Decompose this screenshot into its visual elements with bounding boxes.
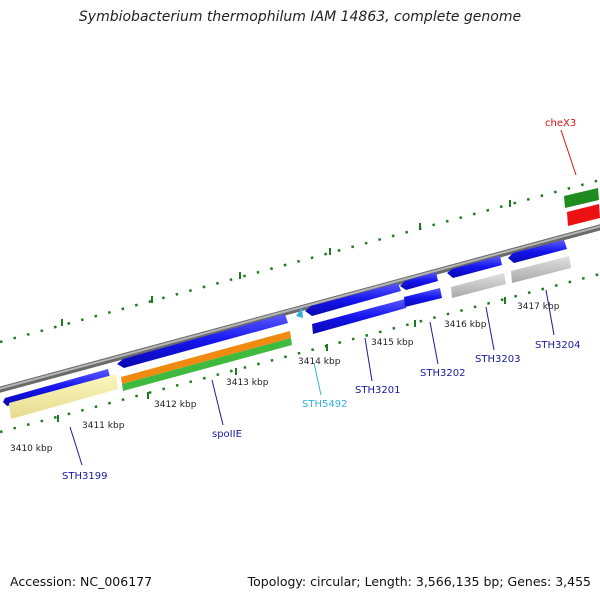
feature-bar-yellow[interactable]: [9, 374, 118, 419]
scale-label-3415: 3415 kbp: [371, 338, 414, 348]
gene-label-chex3[interactable]: cheX3: [545, 118, 576, 129]
genome-backbone: [0, 224, 600, 393]
gene-label-sth3201[interactable]: STH3201: [355, 385, 400, 396]
gene-bar-chex3-green[interactable]: [564, 188, 599, 208]
gene-labels: STH3199 spoIIE STH5492 STH3201 STH3202 S…: [62, 118, 580, 482]
inner-tick-track: [0, 272, 600, 434]
scale-label-3416: 3416 kbp: [444, 320, 487, 330]
label-leaders: [69, 129, 577, 466]
inner-major-ticks: [57, 297, 506, 422]
gene-arrow-sth3201[interactable]: [312, 299, 406, 334]
scale-label-3413: 3413 kbp: [226, 378, 269, 388]
gene-arrow-sth3199[interactable]: [3, 369, 110, 406]
genome-title: Symbiobacterium thermophilum IAM 14863, …: [78, 9, 522, 25]
gene-label-sth3202[interactable]: STH3202: [420, 368, 465, 379]
gene-bar-sth3203[interactable]: [451, 273, 506, 298]
scale-label-3411: 3411 kbp: [82, 421, 125, 431]
scale-label-3417: 3417 kbp: [517, 302, 560, 312]
reverse-genes: [9, 188, 600, 419]
rna-marker-sth5492[interactable]: [296, 307, 303, 318]
outer-major-ticks: [61, 200, 511, 326]
accession-text: Accession: NC_006177: [10, 574, 153, 589]
genome-summary-text: Topology: circular; Length: 3,566,135 bp…: [247, 574, 591, 589]
gene-label-spoiie[interactable]: spoIIE: [212, 429, 242, 440]
scale-label-3412: 3412 kbp: [154, 400, 197, 410]
gene-arrow-sth3202[interactable]: [404, 288, 442, 307]
gene-label-sth5492[interactable]: STH5492: [302, 399, 347, 410]
scale-label-3414: 3414 kbp: [298, 357, 341, 367]
gene-arrow-sth3204-fwd[interactable]: [508, 240, 567, 263]
gene-arrow-sth3202-fwd[interactable]: [400, 272, 438, 290]
gene-bar-sth3204[interactable]: [511, 256, 571, 283]
scale-label-3410: 3410 kbp: [10, 444, 53, 454]
gene-label-sth3199[interactable]: STH3199: [62, 471, 107, 482]
gene-arrow-sth3203-fwd[interactable]: [447, 256, 502, 278]
gene-label-sth3203[interactable]: STH3203: [475, 354, 520, 365]
kbp-scale-labels: 3410 kbp 3411 kbp 3412 kbp 3413 kbp 3414…: [10, 302, 560, 454]
gene-bar-chex3-red[interactable]: [567, 204, 600, 226]
feature-bar-green[interactable]: [122, 338, 292, 391]
gene-arrow-sth3201-fwd[interactable]: [305, 283, 401, 316]
gene-label-sth3204[interactable]: STH3204: [535, 340, 580, 351]
gene-arrow-spoiie[interactable]: [117, 314, 288, 368]
feature-bar-orange[interactable]: [121, 331, 291, 384]
forward-genes: [3, 240, 567, 406]
